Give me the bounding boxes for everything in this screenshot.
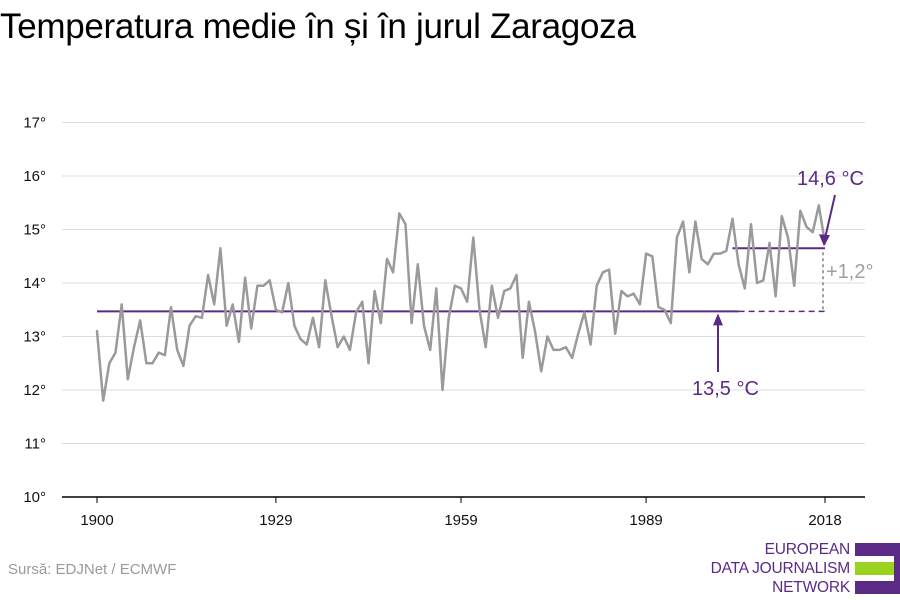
y-tick-label: 15°: [23, 222, 46, 239]
y-tick-label: 17°: [23, 115, 46, 132]
recent-value-label: 14,6 °C: [797, 168, 864, 190]
chart-title: Temperatura medie în și în jurul Zaragoz…: [0, 7, 636, 46]
series-layer: [95, 204, 827, 402]
annotations: 13,5 °C 14,6 °C +1,2°: [692, 168, 873, 400]
y-tick-label: 14°: [23, 275, 46, 292]
y-tick-label: 12°: [23, 382, 46, 399]
logo-line-data-journalism: DATA JOURNALISM: [710, 560, 851, 577]
x-tick-label: 2018: [808, 512, 841, 529]
y-tick-label: 11°: [24, 436, 46, 453]
baseline-value-label: 13,5 °C: [692, 378, 759, 400]
y-tick-label: 10°: [23, 489, 46, 506]
source-note: Sursă: EDJNet / ECMWF: [8, 561, 177, 578]
temperature-series-line: [95, 204, 827, 402]
x-axis: 1900 1929 1959 1989 2018: [62, 496, 865, 529]
logo-line-network: NETWORK: [772, 579, 850, 596]
logo-bar-vertical: [894, 543, 900, 594]
grid-lines: [62, 122, 865, 444]
logo-bar-green: [855, 562, 900, 575]
x-tick-label: 1929: [259, 512, 292, 529]
recent-label-arrow: [824, 194, 836, 239]
y-axis-tick-labels: 10° 11° 12° 13° 14° 15° 16° 17°: [23, 115, 46, 507]
x-tick-label: 1900: [80, 512, 113, 529]
y-tick-label: 13°: [23, 329, 46, 346]
logo-line-european: EUROPEAN: [764, 541, 851, 558]
logo-bar-purple-bottom: [855, 581, 900, 594]
difference-label: +1,2°: [826, 261, 873, 283]
logo-bar-purple-top: [855, 543, 900, 556]
y-tick-label: 16°: [23, 168, 46, 185]
baseline-arrowhead-icon: [713, 313, 723, 326]
edjnet-logo[interactable]: EUROPEAN DATA JOURNALISM NETWORK: [700, 540, 900, 598]
x-tick-label: 1959: [444, 512, 477, 529]
recent-arrowhead-icon: [819, 234, 830, 247]
x-tick-label: 1989: [629, 512, 662, 529]
